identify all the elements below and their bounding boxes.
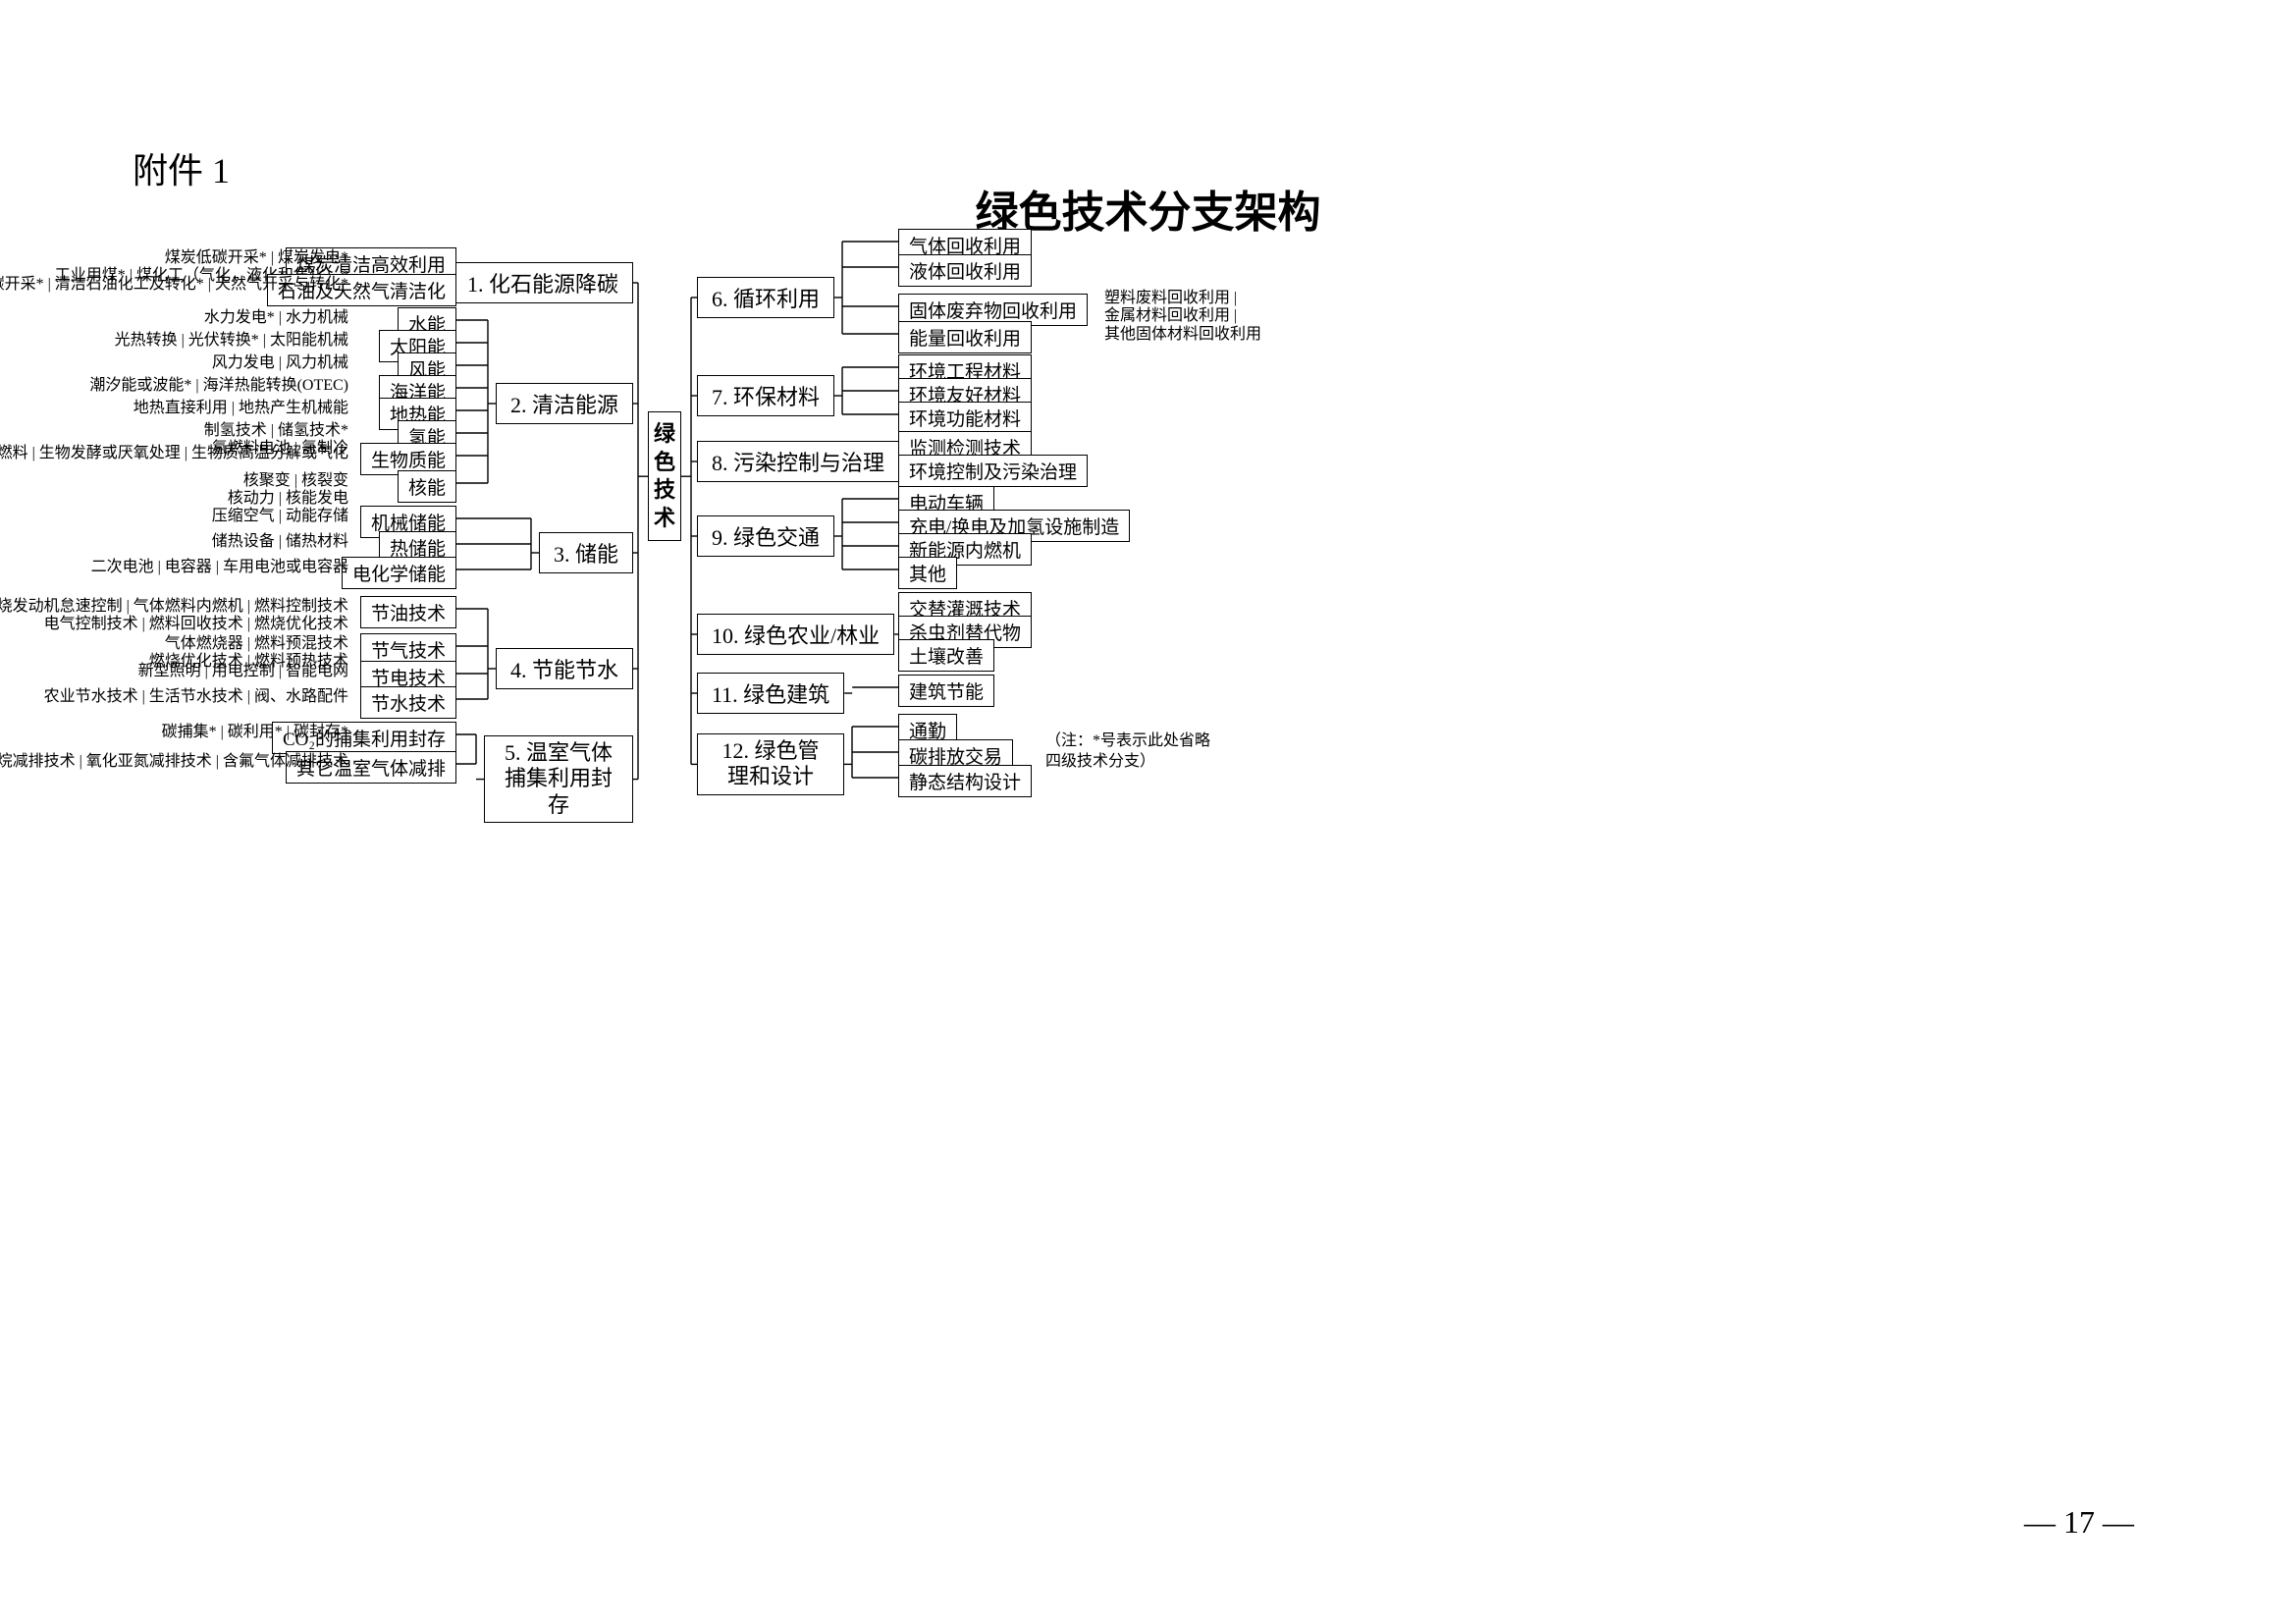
sub-8-1: 环境控制及污染治理	[898, 455, 1088, 487]
cat-11: 11. 绿色建筑	[697, 673, 844, 714]
detail-4-2: 新型照明 | 用电控制 | 智能电网	[138, 663, 348, 680]
sub-3-2: 电化学储能	[342, 557, 456, 589]
cat-5: 5. 温室气体捕集利用封存	[484, 735, 633, 823]
detail-2-4: 地热直接利用 | 地热产生机械能	[133, 400, 348, 417]
sub-9-3: 其他	[898, 557, 957, 589]
detail-5-1: 甲烷减排技术 | 氧化亚氮减排技术 | 含氟气体减排技术	[0, 753, 348, 771]
detail-5-0: 碳捕集* | 碳利用* | 碳封存*	[162, 724, 348, 741]
cat-7: 7. 环保材料	[697, 375, 834, 416]
sub-6-1: 液体回收利用	[898, 254, 1032, 287]
cat-9: 9. 绿色交通	[697, 515, 834, 557]
cat-4: 4. 节能节水	[496, 648, 633, 689]
tree-diagram: 绿色技术1. 化石能源降碳煤炭清洁高效利用煤炭低碳开采* | 煤炭发电*工业用煤…	[167, 241, 2130, 908]
sub-4-0: 节油技术	[360, 596, 456, 628]
sub-2-7: 核能	[398, 470, 456, 503]
cat-10: 10. 绿色农业/林业	[697, 614, 894, 655]
detail-4-0: 燃烧发动机怠速控制 | 气体燃料内燃机 | 燃料控制技术电气控制技术 | 燃料回…	[0, 598, 348, 634]
cat-8: 8. 污染控制与治理	[697, 441, 899, 482]
cat-3: 3. 储能	[539, 532, 633, 573]
detail-2-3: 潮汐能或波能* | 海洋热能转换(OTEC)	[89, 377, 348, 395]
sub-4-3: 节水技术	[360, 686, 456, 719]
detail-6-2: 塑料废料回收利用 |金属材料回收利用 |其他固体材料回收利用	[1104, 290, 1261, 344]
detail-2-7: 核聚变 | 核裂变核动力 | 核能发电	[228, 472, 348, 509]
page-header: 附件 1	[133, 142, 230, 193]
detail-2-1: 光热转换 | 光伏转换* | 太阳能机械	[115, 332, 348, 350]
cat-1: 1. 化石能源降碳	[453, 262, 633, 303]
detail-2-6: 生物燃料 | 生物发酵或厌氧处理 | 生物质高温分解或气化	[0, 445, 348, 462]
sub-12-2: 静态结构设计	[898, 765, 1032, 797]
cat-2: 2. 清洁能源	[496, 383, 633, 424]
detail-3-1: 储热设备 | 储热材料	[212, 533, 348, 551]
detail-4-3: 农业节水技术 | 生活节水技术 | 阀、水路配件	[44, 688, 348, 706]
center-node: 绿色技术	[648, 411, 681, 541]
detail-2-0: 水力发电* | 水力机械	[204, 309, 348, 327]
page-number: — 17 —	[2024, 1504, 2134, 1541]
sub-7-2: 环境功能材料	[898, 402, 1032, 434]
detail-3-2: 二次电池 | 电容器 | 车用电池或电容器	[91, 559, 348, 576]
cat-6: 6. 循环利用	[697, 277, 834, 318]
footnote: （注：*号表示此处省略四级技术分支）	[1045, 731, 1212, 773]
sub-11-0: 建筑节能	[898, 675, 994, 707]
sub-10-2: 土壤改善	[898, 639, 994, 672]
sub-6-3: 能量回收利用	[898, 321, 1032, 353]
detail-2-2: 风力发电 | 风力机械	[212, 354, 348, 372]
detail-3-0: 压缩空气 | 动能存储	[212, 508, 348, 525]
cat-12: 12. 绿色管理和设计	[697, 733, 844, 795]
detail-1-1: 石油低碳开采* | 清洁石油化工及转化* | 天然气开采与转化*	[0, 276, 348, 294]
